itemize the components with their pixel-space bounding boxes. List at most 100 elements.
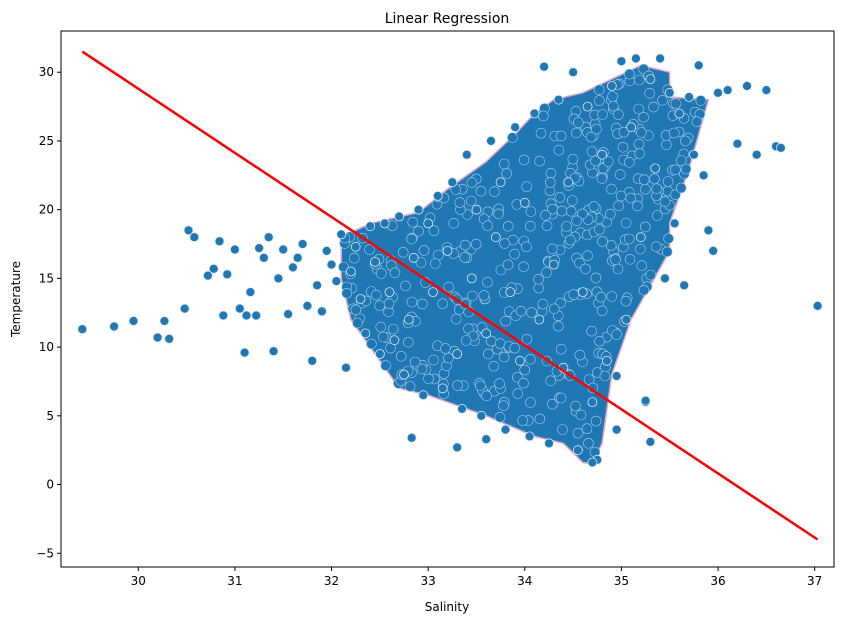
- data-point: [152, 332, 163, 343]
- data-point: [664, 87, 675, 98]
- cloud-texture-mark: [416, 298, 428, 310]
- cloud-texture-mark: [519, 364, 531, 376]
- cloud-texture-mark: [533, 282, 545, 294]
- cloud-texture-mark: [518, 154, 530, 166]
- cloud-texture-mark: [602, 156, 614, 167]
- cloud-texture-mark: [597, 236, 608, 247]
- data-point: [331, 276, 342, 287]
- data-point: [355, 294, 366, 304]
- cloud-texture-mark: [498, 400, 509, 412]
- cloud-texture-mark: [567, 153, 579, 165]
- cloud-texture-mark: [638, 284, 650, 296]
- data-point: [292, 252, 303, 263]
- data-point: [457, 403, 467, 414]
- cloud-texture-mark: [574, 349, 586, 361]
- cloud-texture-mark: [404, 381, 416, 392]
- cloud-texture-mark: [644, 88, 655, 99]
- cloud-texture-mark: [518, 261, 529, 273]
- x-tick-label: 37: [807, 574, 822, 588]
- cloud-texture-mark: [638, 112, 649, 123]
- data-point: [495, 177, 506, 188]
- cloud-texture-mark: [459, 239, 471, 251]
- data-point: [689, 149, 699, 160]
- cloud-texture-mark: [406, 296, 418, 308]
- data-point: [611, 371, 622, 381]
- cloud-texture-mark: [406, 233, 418, 245]
- cloud-texture-mark: [570, 127, 582, 139]
- cloud-texture-mark: [617, 142, 629, 153]
- data-point: [251, 310, 262, 321]
- cloud-texture-mark: [618, 126, 630, 138]
- cloud-texture-mark: [623, 233, 635, 245]
- cloud-texture-mark: [475, 186, 487, 197]
- data-point: [674, 108, 685, 119]
- data-point: [693, 60, 704, 71]
- cloud-texture-mark: [607, 91, 618, 102]
- cloud-texture-mark: [459, 252, 471, 263]
- x-tick-label: 34: [517, 574, 532, 588]
- y-tick-label: 5: [46, 409, 54, 423]
- cloud-texture-mark: [624, 68, 635, 80]
- data-points: [77, 53, 823, 468]
- data-point: [202, 270, 213, 281]
- cloud-texture-mark: [610, 254, 621, 265]
- y-tick-label: 0: [46, 478, 54, 492]
- cloud-texture-mark: [615, 190, 627, 202]
- cloud-texture-mark: [561, 221, 572, 232]
- data-point: [544, 438, 554, 449]
- cloud-texture-mark: [460, 335, 472, 346]
- cloud-texture-mark: [545, 167, 557, 179]
- cloud-texture-mark: [620, 217, 632, 229]
- data-point: [283, 309, 294, 320]
- cloud-texture-mark: [546, 243, 558, 255]
- data-point: [640, 395, 651, 406]
- cloud-texture-mark: [572, 427, 584, 439]
- cloud-texture-mark: [429, 258, 441, 269]
- data-point: [432, 190, 443, 201]
- cloud-texture-mark: [613, 200, 624, 212]
- cloud-texture-mark: [657, 95, 668, 106]
- cloud-texture-mark: [423, 373, 434, 385]
- data-point: [587, 397, 598, 408]
- data-point: [399, 369, 409, 380]
- cloud-texture-mark: [548, 303, 560, 315]
- cloud-texture-mark: [409, 356, 421, 368]
- data-point: [239, 347, 250, 358]
- cloud-texture-mark: [639, 221, 651, 233]
- cloud-texture-mark: [537, 110, 549, 122]
- cloud-texture-mark: [545, 375, 557, 387]
- cloud-texture-mark: [366, 338, 377, 350]
- data-point: [234, 303, 245, 314]
- cloud-texture-mark: [659, 196, 671, 207]
- cloud-texture-mark: [540, 210, 551, 221]
- data-point: [452, 349, 463, 359]
- data-point: [360, 328, 371, 339]
- cloud-texture-mark: [661, 139, 672, 151]
- data-point: [553, 94, 564, 105]
- data-point: [447, 177, 458, 188]
- cloud-texture-mark: [661, 246, 673, 258]
- cloud-texture-mark: [544, 177, 556, 188]
- cloud-texture-mark: [585, 131, 597, 143]
- cloud-texture-mark: [638, 174, 650, 185]
- data-point: [486, 135, 496, 146]
- cloud-texture-mark: [588, 201, 600, 212]
- cloud-texture-mark: [440, 343, 451, 354]
- cloud-texture-mark: [443, 352, 454, 364]
- data-point: [568, 67, 578, 78]
- cloud-texture-mark: [606, 183, 617, 195]
- cloud-texture-mark: [591, 123, 602, 135]
- data-point: [389, 335, 400, 346]
- cloud-texture-mark: [377, 331, 389, 343]
- cloud-texture-mark: [498, 351, 510, 363]
- cloud-texture-mark: [428, 225, 440, 236]
- cloud-texture-mark: [568, 289, 580, 300]
- cloud-texture-mark: [525, 206, 537, 217]
- cloud-texture-mark: [670, 164, 681, 176]
- data-point: [761, 85, 772, 95]
- data-point: [573, 445, 583, 456]
- data-point: [476, 410, 487, 421]
- cloud-texture-mark: [571, 215, 582, 227]
- cloud-texture-mark: [338, 261, 349, 273]
- data-point: [229, 244, 240, 255]
